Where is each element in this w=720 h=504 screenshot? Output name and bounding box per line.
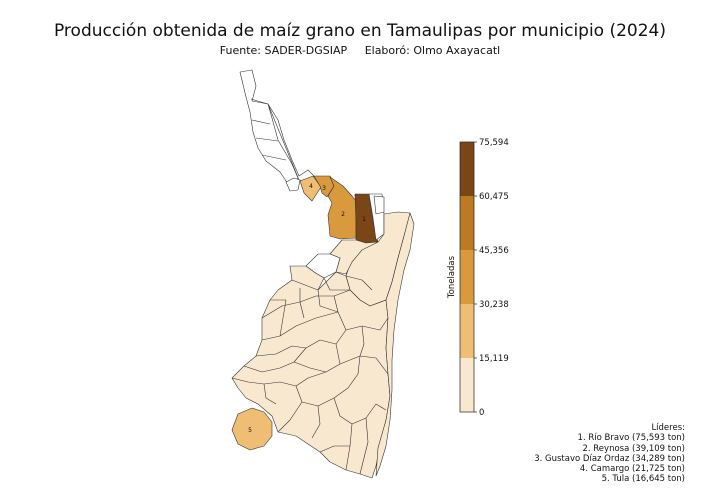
colorbar-frame [459, 141, 475, 413]
map-label-1: 1 [362, 216, 366, 223]
leader-item: 3. Gustavo Díaz Ordaz (34,289 ton) [534, 453, 685, 464]
author-text: Elaboró: Olmo Axayacatl [364, 44, 501, 57]
map-label-4: 4 [309, 183, 313, 190]
municipality-gustavo-diaz-ordaz[interactable] [313, 175, 335, 198]
leaders-box: Líderes: 1. Río Bravo (75,593 ton) 2. Re… [534, 423, 685, 485]
municipality-mier[interactable] [285, 177, 301, 192]
map-label-5: 5 [248, 427, 252, 434]
colorbar-tick-3: 45,356 [479, 246, 509, 256]
leader-item: 1. Río Bravo (75,593 ton) [577, 433, 685, 444]
colorbar-bin-2 [460, 304, 474, 358]
coastal-lagoon [375, 212, 415, 477]
municipality-camargo[interactable] [299, 175, 322, 202]
colorbar-tick-6: 0 [479, 408, 484, 418]
colorbar-tick-4: 30,238 [479, 300, 509, 310]
map-label-3: 3 [322, 185, 326, 192]
colorbar-bin-4 [460, 196, 474, 250]
municipality-tula[interactable] [231, 407, 273, 451]
colorbar-bin-5 [460, 142, 474, 196]
colorbar-tick-5: 15,119 [479, 354, 509, 364]
map-title: Producción obtenida de maíz grano en Tam… [53, 21, 667, 41]
map-subtitle: Fuente: SADER-DGSIAP Elaboró: Olmo Axaya… [0, 44, 720, 57]
leader-item: 4. Camargo (21,725 ton) [579, 464, 685, 475]
source-text: Fuente: SADER-DGSIAP [219, 44, 348, 57]
municipality-valle-hermoso[interactable] [373, 195, 385, 215]
leaders-heading: Líderes: [651, 423, 685, 433]
colorbar-label: Toneladas [447, 255, 457, 299]
municipality-nuevo-laredo[interactable] [239, 69, 299, 188]
map-label-2: 2 [341, 211, 345, 218]
colorbar-bin-1 [460, 358, 474, 412]
municipality-reynosa[interactable] [327, 176, 357, 240]
colorbar-tick-1: 75,594 [479, 138, 509, 148]
colorbar: 75,594 60,475 45,356 30,238 15,119 0 Ton… [447, 138, 509, 418]
colorbar-tick-2: 60,475 [479, 192, 509, 202]
colorbar-bin-3 [460, 250, 474, 304]
state-map [231, 69, 415, 479]
leader-item: 2. Reynosa (39,109 ton) [582, 443, 685, 454]
leader-item: 5. Tula (16,645 ton) [601, 474, 685, 485]
